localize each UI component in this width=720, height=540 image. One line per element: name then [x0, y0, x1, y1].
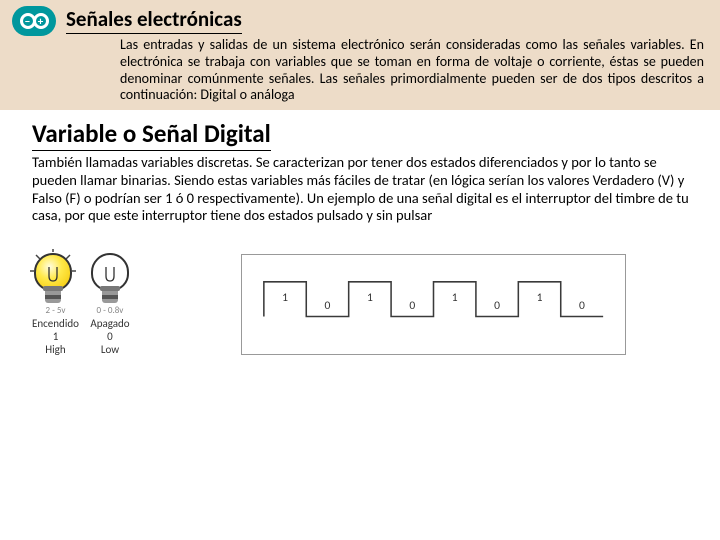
wave-bit-label: 0: [579, 299, 585, 313]
section-digital: Variable o Señal Digital También llamada…: [0, 110, 720, 225]
bulb-on-label: 2 - 5v Encendido 1 High: [32, 306, 79, 356]
header-row: − + Señales electrónicas Las entradas y …: [12, 4, 708, 104]
wave-bit-label: 1: [452, 291, 458, 305]
wave-bit-label: 0: [494, 299, 500, 313]
wave-bit-label: 0: [409, 299, 415, 313]
wave-bit-label: 1: [367, 291, 373, 305]
bulb-diagram: 2 - 5v Encendido 1 High 0 - 0.8v Apagado…: [32, 253, 131, 356]
header-band: − + Señales electrónicas Las entradas y …: [0, 0, 720, 110]
diagrams-row: 2 - 5v Encendido 1 High 0 - 0.8v Apagado…: [0, 253, 720, 356]
bulb-off: 0 - 0.8v Apagado 0 Low: [89, 253, 131, 356]
lightbulb-off-icon: [89, 253, 131, 303]
paragraph-digital: También llamadas variables discretas. Se…: [32, 154, 704, 225]
square-wave-icon: 1 0 1 0 1 0 1 0: [260, 277, 607, 331]
bulb-off-label: 0 - 0.8v Apagado 0 Low: [89, 306, 131, 356]
bulb-on: 2 - 5v Encendido 1 High: [32, 253, 79, 356]
wave-bit-label: 1: [282, 291, 288, 305]
digital-waveform-diagram: 1 0 1 0 1 0 1 0: [241, 254, 626, 355]
wave-bit-label: 0: [324, 299, 330, 313]
logo-plus-icon: +: [33, 13, 49, 29]
lightbulb-on-icon: [32, 253, 74, 303]
wave-bit-label: 1: [537, 291, 543, 305]
heading-digital: Variable o Señal Digital: [32, 118, 271, 151]
paragraph-senales: Las entradas y salidas de un sistema ele…: [66, 37, 708, 104]
arduino-logo-icon: − +: [12, 6, 56, 36]
heading-senales: Señales electrónicas: [66, 6, 242, 34]
